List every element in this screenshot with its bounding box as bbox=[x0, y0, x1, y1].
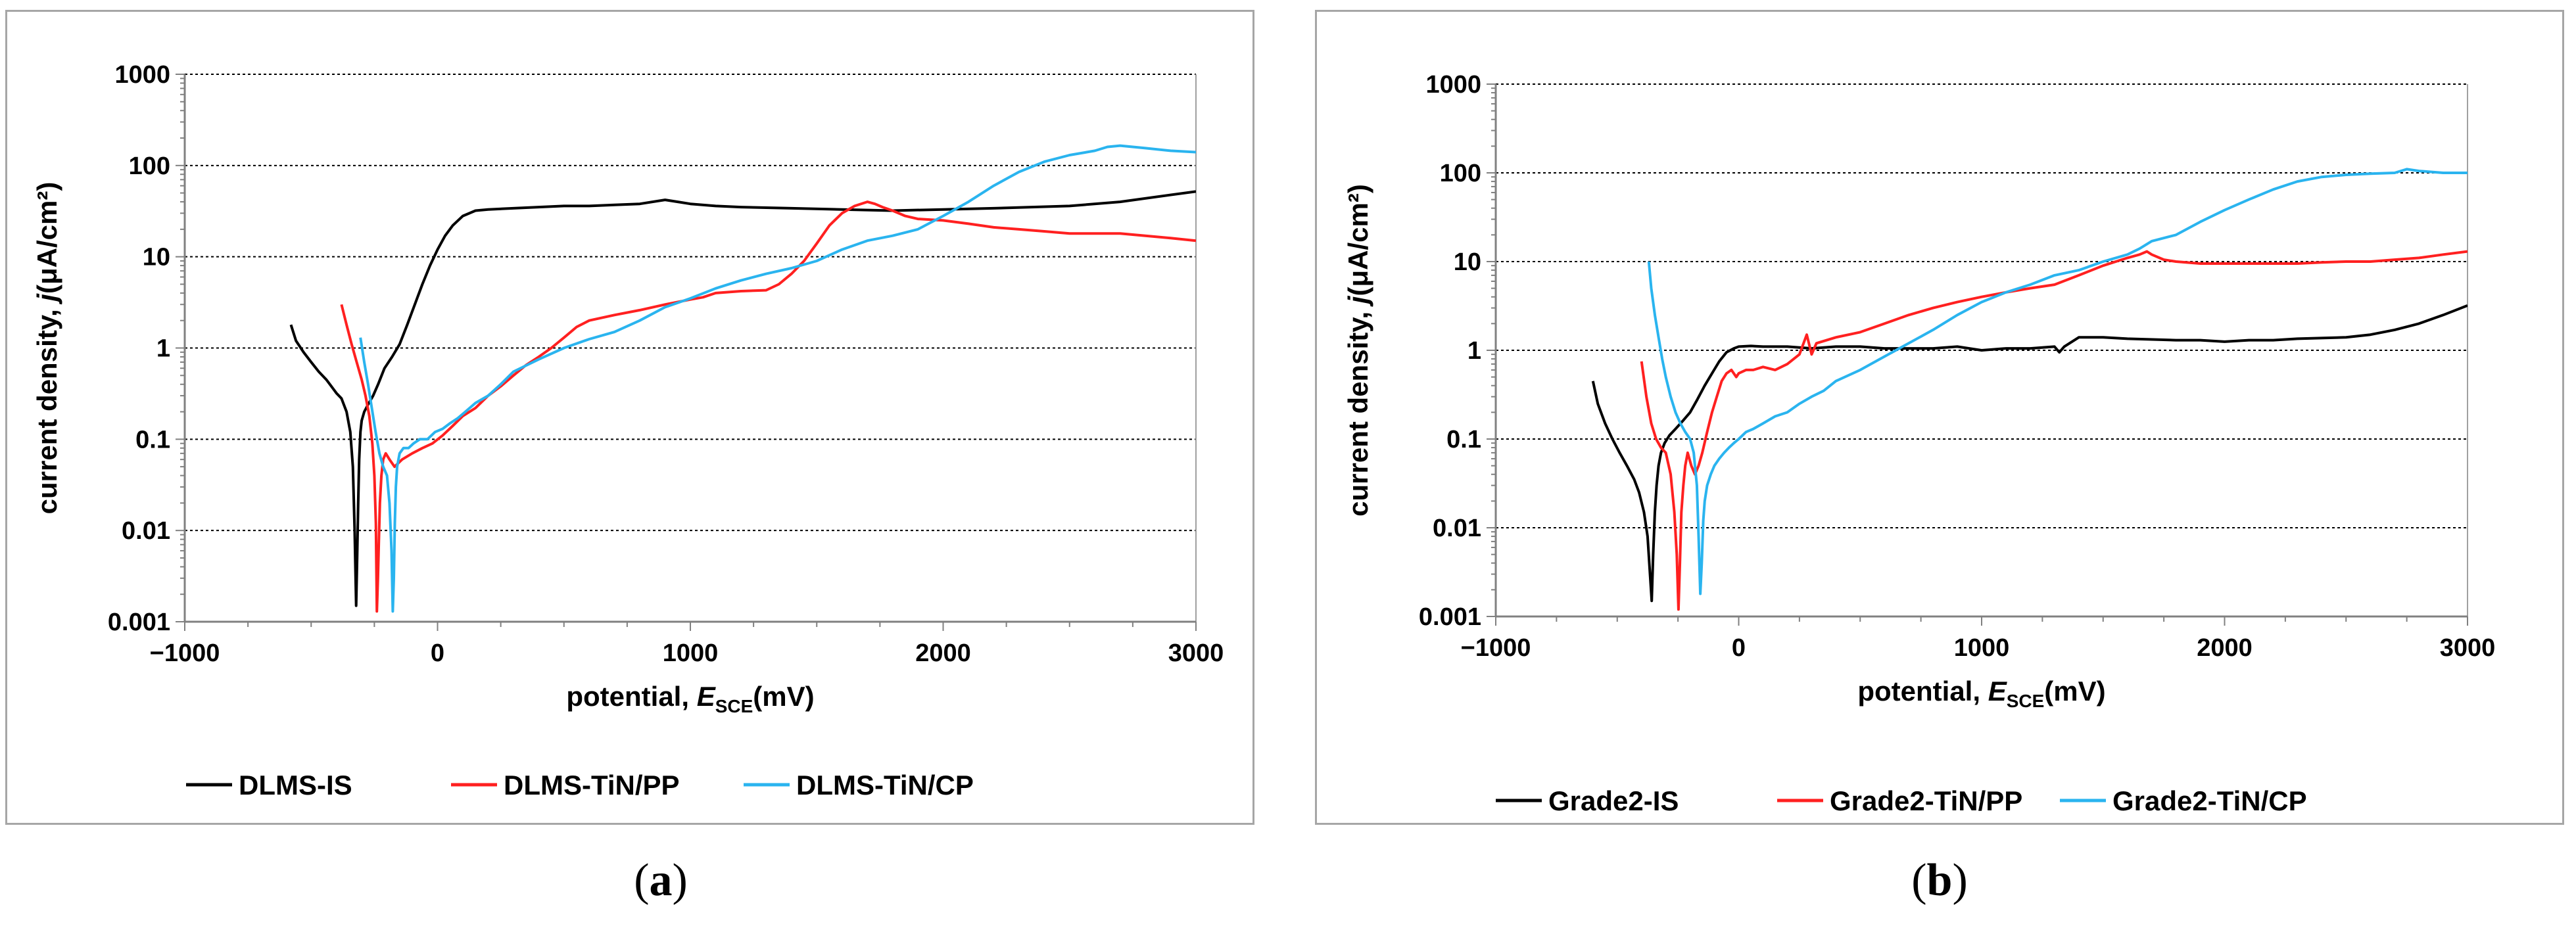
chart-a-series-line-3 bbox=[359, 144, 1196, 613]
chart-a-svg: 1000 100 10 1 0.1 0.01 0.001 −1000 0 1000 2000 3000… bbox=[32, 61, 1224, 800]
chart-b-y-tick-label: 100 bbox=[1440, 160, 1481, 187]
chart-b-y-tick-label: 10 bbox=[1454, 248, 1481, 276]
chart-a-x-tick-label: 2000 bbox=[915, 639, 971, 667]
chart-a-x-axis-title: potential, ESCE(mV) bbox=[566, 681, 814, 716]
chart-b-y-tick-label: 1000 bbox=[1425, 71, 1481, 99]
chart-b-series-line-1 bbox=[1591, 304, 2468, 603]
chart-b-y-tick-label: 0.1 bbox=[1446, 426, 1481, 453]
chart-b-svg: 1000 100 10 1 0.1 0.01 0.001 −1000 0 1000 2000 3000… bbox=[1343, 71, 2496, 816]
chart-b-legend-label-3: Grade2-TiN/CP bbox=[2112, 785, 2307, 816]
chart-a-legend-label-3: DLMS-TiN/CP bbox=[796, 770, 974, 800]
chart-a-x-tick-label: 3000 bbox=[1168, 639, 1224, 667]
chart-panel-a: 1000 100 10 1 0.1 0.01 0.001 −1000 0 1000 2000 3000… bbox=[5, 10, 1254, 825]
chart-a-y-axis-title: current density, j(μA/cm²) bbox=[32, 182, 62, 515]
chart-b-y-axis-title: current density, j(μA/cm²) bbox=[1343, 184, 1373, 517]
chart-b-x-tick-label: 2000 bbox=[2197, 634, 2253, 662]
chart-b-y-tick-label: 0.01 bbox=[1433, 515, 1481, 542]
chart-b-series-line-3 bbox=[1647, 168, 2468, 595]
chart-panel-b: 1000 100 10 1 0.1 0.01 0.001 −1000 0 1000 2000 3000… bbox=[1315, 10, 2564, 825]
chart-b-x-tick-label: 0 bbox=[1732, 634, 1746, 662]
chart-b-legend-label-2: Grade2-TiN/PP bbox=[1830, 785, 2022, 816]
chart-a-y-tick-label: 10 bbox=[143, 244, 170, 271]
chart-a-legend-label-2: DLMS-TiN/PP bbox=[504, 770, 680, 800]
chart-a-x-tick-label: −1000 bbox=[150, 639, 220, 667]
caption-a-letter: a bbox=[649, 855, 673, 906]
chart-b-x-axis-title: potential, ESCE(mV) bbox=[1857, 676, 2105, 711]
caption-a: (a) bbox=[634, 855, 688, 906]
chart-a-series-line-2 bbox=[340, 200, 1196, 613]
chart-a-y-tick-label: 100 bbox=[129, 152, 170, 180]
caption-b: (b) bbox=[1911, 855, 1968, 906]
chart-a-y-tick-label: 0.001 bbox=[108, 609, 170, 636]
chart-a-legend-label-1: DLMS-IS bbox=[239, 770, 352, 800]
chart-b-x-tick-label: 3000 bbox=[2440, 634, 2496, 662]
chart-b-y-tick-label: 0.001 bbox=[1419, 603, 1481, 631]
caption-b-letter: b bbox=[1926, 855, 1953, 906]
chart-a-series-line-1 bbox=[289, 190, 1196, 607]
chart-a-y-tick-label: 0.1 bbox=[135, 426, 170, 453]
chart-b-legend-label-1: Grade2-IS bbox=[1548, 785, 1679, 816]
chart-a-x-tick-label: 1000 bbox=[663, 639, 719, 667]
chart-a-x-tick-label: 0 bbox=[431, 639, 444, 667]
chart-b-x-tick-label: −1000 bbox=[1461, 634, 1531, 662]
chart-a-y-tick-label: 1000 bbox=[114, 61, 170, 89]
chart-b-y-tick-label: 1 bbox=[1467, 337, 1481, 365]
chart-a-y-tick-label: 1 bbox=[156, 335, 170, 363]
chart-a-y-tick-label: 0.01 bbox=[122, 517, 170, 545]
chart-b-series-line-2 bbox=[1640, 250, 2468, 611]
chart-b-x-tick-label: 1000 bbox=[1954, 634, 2010, 662]
